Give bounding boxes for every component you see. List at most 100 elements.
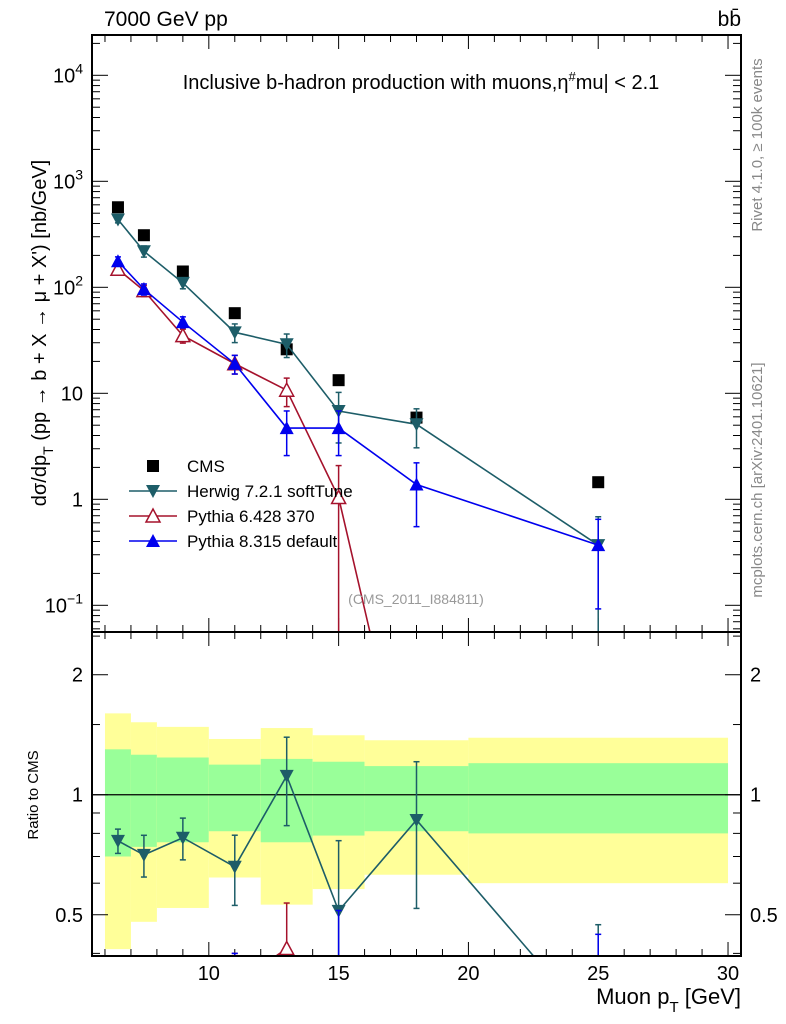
y-axis-label-rest: (pp → b + X → μ + X') [nb/GeV]	[29, 160, 51, 447]
data-point-cms	[111, 201, 124, 214]
ratio-series	[110, 736, 602, 957]
x-axis-label-rest: [GeV]	[679, 984, 741, 1009]
plot-title-superscript: #	[568, 69, 576, 84]
data-point-pythia8	[110, 254, 125, 268]
y-tick-label-base: 1	[72, 489, 83, 511]
legend-label-pythia6: Pythia 6.428 370	[187, 507, 315, 526]
y-tick-label: 10−1	[45, 590, 83, 617]
data-point-herwig	[175, 276, 190, 290]
legend-marker-pythia8	[146, 534, 160, 547]
series-line-pythia6	[117, 268, 371, 633]
ratio-point-herwig	[227, 860, 242, 874]
data-point-herwig	[279, 338, 294, 352]
y-tick-label-base: 10	[45, 595, 67, 617]
y-tick-label-base: 10	[61, 383, 83, 405]
legend-label-pythia8: Pythia 8.315 default	[187, 532, 338, 551]
data-point-herwig	[110, 213, 125, 227]
rivet-version-label: Rivet 4.1.0, ≥ 100k events	[749, 58, 766, 231]
y-tick-label: 103	[53, 166, 83, 193]
uncertainty-band-inner	[468, 763, 729, 834]
plot-title-main: Inclusive b-hadron production with muons…	[183, 72, 558, 94]
ratio-point-herwig	[136, 848, 151, 862]
ratio-point-herwig	[279, 769, 294, 783]
y-axis-label: dσ/dpT (pp → b + X → μ + X') [nb/GeV]	[29, 160, 56, 506]
data-point-herwig	[227, 326, 242, 340]
x-axis-label-main: Muon p	[596, 984, 669, 1009]
ratio-bands	[104, 713, 729, 950]
y-tick-label: 102	[53, 272, 83, 299]
data-point-pythia8	[227, 356, 242, 370]
ratio-line-herwig	[117, 773, 535, 957]
data-point-pythia8	[279, 421, 294, 435]
y-tick-label-base: 10	[53, 171, 75, 193]
x-tick-label: 15	[327, 963, 349, 985]
data-point-cms	[332, 374, 345, 387]
ratio-y-tick-label: 1	[72, 785, 83, 807]
y-tick-label-exponent: 2	[75, 272, 83, 288]
uncertainty-band-inner	[130, 754, 157, 847]
data-point-pythia8	[175, 315, 190, 329]
data-point-cms	[176, 265, 189, 278]
header-beam-label: 7000 GeV pp	[104, 8, 228, 31]
legend-marker-herwig	[146, 485, 160, 498]
legend: CMS Herwig 7.2.1 softTune Pythia 6.428 370…	[129, 457, 353, 551]
ratio-point-herwig	[409, 813, 424, 827]
data-point-cms	[592, 476, 605, 489]
x-tick-label: 10	[198, 963, 220, 985]
analysis-id-label: (CMS_2011_I884811)	[348, 591, 484, 607]
y-tick-label-exponent: −1	[67, 590, 83, 606]
data-point-cms	[228, 307, 241, 320]
y-tick-label-exponent: 3	[75, 166, 83, 182]
data-point-pythia6	[174, 327, 192, 343]
x-axis-label: Muon pT [GeV]	[596, 984, 741, 1016]
ratio-point-herwig	[110, 834, 125, 848]
ratio-plot-frame	[91, 631, 742, 957]
data-point-herwig	[136, 245, 151, 259]
ratio-y-tick-label-right: 1	[750, 785, 761, 807]
y-axis-label-subscript: T	[40, 446, 56, 455]
legend-label-cms: CMS	[187, 457, 225, 476]
plot-title-rest: mu| < 2.1	[576, 72, 660, 94]
x-axis-label-subscript: T	[669, 999, 678, 1016]
legend-label-herwig: Herwig 7.2.1 softTune	[187, 482, 353, 501]
data-point-pythia8	[331, 421, 346, 435]
plot-title: Inclusive b-hadron production with muons…	[183, 69, 660, 94]
ratio-point-pythia6	[278, 939, 295, 956]
ratio-y-axis-label: Ratio to CMS	[25, 750, 42, 839]
plot-title-eta: η	[557, 72, 568, 94]
data-point-pythia8	[409, 477, 424, 491]
y-tick-label: 1	[72, 489, 83, 511]
ratio-plot: 10 15 20 25 30 0.5 0.5 1 1 2 2	[55, 631, 778, 985]
x-tick-label: 25	[587, 963, 609, 985]
y-tick-label-base: 10	[53, 65, 75, 87]
y-tick-label-base: 10	[53, 277, 75, 299]
ratio-y-tick-label-right: 2	[750, 665, 761, 687]
data-point-cms	[137, 229, 150, 242]
y-tick-label: 10	[61, 383, 83, 405]
data-point-pythia8	[136, 282, 151, 296]
data-point-herwig	[409, 418, 424, 432]
uncertainty-band-inner	[312, 761, 365, 836]
series-line-herwig	[117, 219, 599, 546]
y-axis-label-main: dσ/dp	[29, 455, 51, 506]
data-point-pythia6	[109, 260, 127, 277]
ratio-y-tick-label-right: 0.5	[750, 905, 778, 927]
main-series	[109, 201, 606, 633]
data-point-pythia6	[278, 381, 295, 397]
legend-marker-cms	[147, 460, 159, 472]
header-process-label: bb̄	[718, 8, 741, 31]
data-point-pythia6	[330, 488, 347, 505]
legend-marker-pythia6	[144, 507, 162, 523]
x-tick-label: 30	[717, 963, 739, 985]
y-tick-label: 104	[53, 60, 83, 87]
ratio-point-herwig	[175, 831, 190, 845]
data-point-pythia8	[591, 538, 606, 552]
ratio-y-tick-label: 2	[72, 665, 83, 687]
y-tick-label-exponent: 4	[75, 60, 83, 76]
ratio-y-tick-label: 0.5	[55, 905, 83, 927]
mcplots-label: mcplots.cern.ch [arXiv:2401.10621]	[749, 362, 766, 597]
uncertainty-band-inner	[208, 764, 261, 832]
x-tick-label: 20	[457, 963, 479, 985]
